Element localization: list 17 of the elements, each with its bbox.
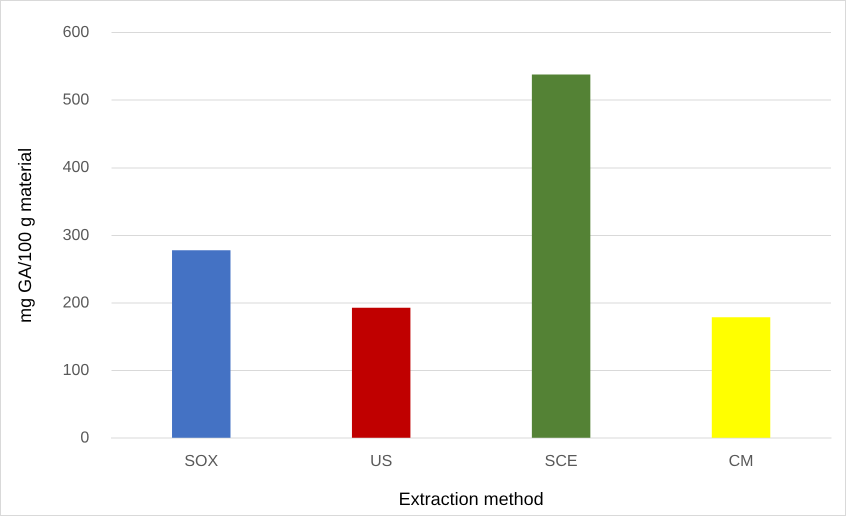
y-tick-label: 300: [62, 226, 90, 244]
y-tick-label: 200: [62, 294, 90, 312]
x-tick-label: SCE: [544, 453, 578, 470]
bar: [172, 250, 230, 438]
x-tick-label: SOX: [184, 453, 218, 470]
y-axis-title: mg GA/100 g material: [14, 148, 35, 323]
y-tick-label: 0: [80, 430, 90, 447]
bar: [712, 317, 770, 438]
x-tick-label: US: [370, 453, 392, 470]
bar: [532, 74, 590, 438]
x-tick-label: CM: [728, 453, 754, 470]
bar: [352, 308, 410, 438]
y-tick-label: 600: [62, 24, 90, 42]
y-tick-label: 500: [62, 92, 90, 109]
y-tick-label: 100: [62, 362, 90, 380]
y-tick-label: 400: [62, 159, 90, 176]
x-axis-title: Extraction method: [398, 489, 544, 510]
